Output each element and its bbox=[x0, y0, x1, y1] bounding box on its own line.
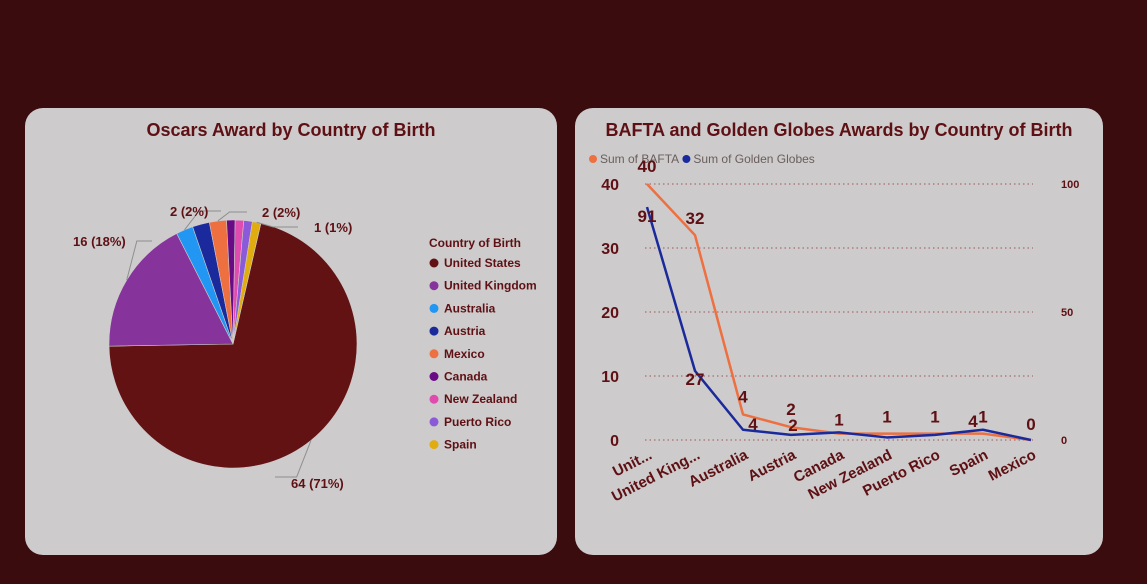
pie-slice-united-kingdom bbox=[108, 233, 234, 347]
data-label-sum-of-bafta-unit: 40 bbox=[638, 157, 657, 176]
awards-line-card: BAFTA and Golden Globes Awards by Countr… bbox=[575, 108, 1103, 555]
line-legend-label-sum-of-golden-globes: Sum of Golden Globes bbox=[693, 152, 814, 166]
pie-legend-title: Country of Birth bbox=[429, 236, 521, 250]
pie-data-label-united-states: 64 (71%) bbox=[291, 476, 344, 491]
pie-legend-marker-austria bbox=[429, 326, 439, 336]
pie-legend-label-new-zealand: New Zealand bbox=[444, 392, 517, 406]
data-label-sum-of-bafta-puerto-rico: 1 bbox=[930, 408, 939, 427]
data-label-sum-of-bafta-mexico: 0 bbox=[1026, 415, 1035, 434]
pie-leader-spain bbox=[256, 221, 298, 228]
pie-slice-united-states bbox=[108, 222, 358, 469]
pie-legend-label-austria: Austria bbox=[444, 324, 486, 338]
pie-legend-marker-mexico bbox=[429, 349, 439, 359]
pie-data-label-australia: 2 (2%) bbox=[170, 204, 208, 219]
line-legend-marker-sum-of-golden-globes bbox=[682, 155, 691, 163]
pie-legend-label-australia: Australia bbox=[444, 301, 496, 315]
awards-line-chart: Sum of BAFTA Sum of Golden Globes01020304… bbox=[589, 152, 1079, 505]
data-label-sum-of-bafta-canada: 1 bbox=[834, 411, 843, 430]
data-label-sum-of-golden-globes-australia: 4 bbox=[748, 415, 758, 434]
y-left-tick-30: 30 bbox=[601, 241, 619, 258]
pie-legend-label-spain: Spain bbox=[444, 438, 477, 452]
oscars-pie-chart: 64 (71%) 16 (18%) 2 (2%) 2 (2%) 1 (1%) Countr… bbox=[73, 204, 537, 491]
pie-legend-label-canada: Canada bbox=[444, 370, 488, 384]
data-label-sum-of-bafta-australia: 4 bbox=[738, 387, 748, 406]
data-label-sum-of-golden-globes-united-king: 27 bbox=[686, 370, 705, 389]
line-legend-marker-sum-of-bafta bbox=[589, 155, 597, 163]
data-label-sum-of-golden-globes-spain: 4 bbox=[968, 412, 978, 431]
pie-legend-marker-united-kingdom bbox=[429, 281, 439, 291]
pie-legend-label-puerto-rico: Puerto Rico bbox=[444, 415, 511, 429]
y-left-tick-10: 10 bbox=[601, 369, 619, 386]
pie-legend-marker-canada bbox=[429, 372, 439, 381]
y-right-tick-100: 100 bbox=[1061, 179, 1079, 191]
pie-data-label-spain: 1 (1%) bbox=[314, 220, 352, 235]
x-tick-austria: Austria bbox=[745, 446, 799, 485]
pie-data-label-mexico: 2 (2%) bbox=[262, 205, 300, 220]
data-label-sum-of-golden-globes-unit: 91 bbox=[638, 207, 657, 226]
y-left-tick-40: 40 bbox=[601, 177, 619, 194]
y-right-tick-0: 0 bbox=[1061, 435, 1067, 447]
data-label-sum-of-bafta-new-zealand: 1 bbox=[882, 408, 891, 427]
pie-legend-label-united-states: United States bbox=[444, 256, 521, 270]
data-label-sum-of-bafta-united-king: 32 bbox=[686, 209, 705, 228]
x-tick-mexico: Mexico bbox=[986, 446, 1039, 484]
oscars-chart-title: Oscars Award by Country of Birth bbox=[146, 120, 436, 140]
awards-chart-title: BAFTA and Golden Globes Awards by Countr… bbox=[605, 120, 1073, 140]
pie-leader-united-kingdom bbox=[126, 240, 152, 281]
pie-legend-marker-spain bbox=[429, 440, 439, 450]
pie-legend-marker-puerto-rico bbox=[429, 417, 439, 427]
pie-legend-label-mexico: Mexico bbox=[444, 347, 485, 361]
pie-leader-australia bbox=[184, 210, 221, 231]
pie-leader-united-states bbox=[275, 440, 312, 478]
oscars-pie-card: Oscars Award by Country of Birth 64 (71%… bbox=[25, 108, 557, 555]
pie-legend-marker-united-states bbox=[429, 258, 439, 268]
line-legend-label-sum-of-bafta: Sum of BAFTA bbox=[600, 152, 679, 166]
pie-leader-mexico bbox=[217, 211, 247, 222]
pie-legend-marker-new-zealand bbox=[429, 394, 439, 404]
data-label-sum-of-bafta-austria: 2 bbox=[786, 400, 795, 419]
x-tick-spain: Spain bbox=[947, 446, 991, 480]
y-left-tick-20: 20 bbox=[601, 305, 619, 322]
pie-data-label-united-kingdom: 16 (18%) bbox=[73, 234, 126, 249]
pie-legend-marker-australia bbox=[429, 303, 439, 313]
data-label-sum-of-bafta-spain: 1 bbox=[978, 408, 987, 427]
line-series-sum-of-golden-globes bbox=[645, 206, 1032, 442]
pie-legend-label-united-kingdom: United Kingdom bbox=[444, 279, 537, 293]
data-label-sum-of-golden-globes-austria: 2 bbox=[788, 416, 797, 435]
line-series-sum-of-bafta bbox=[646, 183, 1032, 442]
y-left-tick-0: 0 bbox=[610, 433, 619, 450]
y-right-tick-50: 50 bbox=[1061, 307, 1073, 319]
